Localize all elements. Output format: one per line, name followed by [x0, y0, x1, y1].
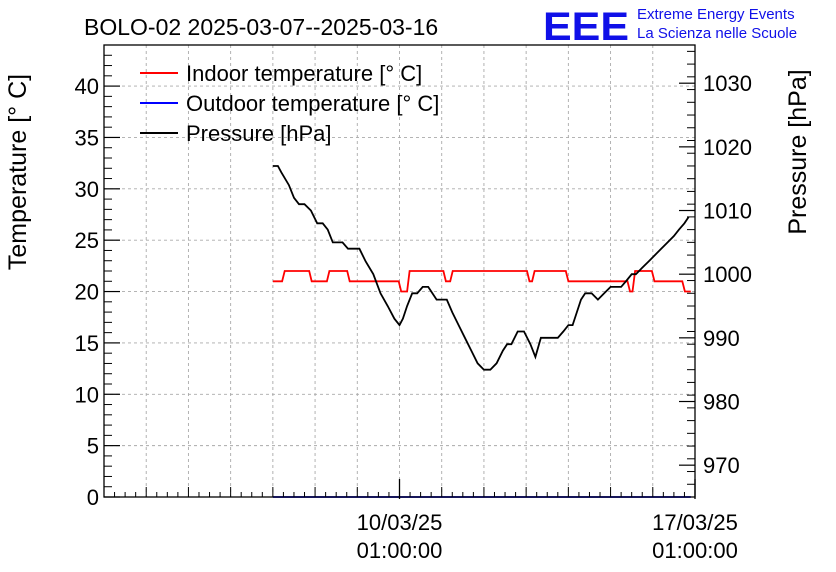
x-tick-label-date: 10/03/25: [357, 510, 443, 535]
left-tick-label: 40: [75, 74, 99, 99]
right-tick-label: 1010: [703, 199, 752, 224]
chart-title: BOLO-02 2025-03-07--2025-03-16: [84, 14, 438, 40]
grid-lines: [104, 45, 695, 497]
logo-mark: EEE: [543, 5, 629, 49]
legend: Indoor temperature [° C] Outdoor temperat…: [140, 61, 439, 146]
right-tick-label: 1000: [703, 262, 752, 287]
right-tick-label: 1030: [703, 71, 752, 96]
left-tick-label: 5: [87, 434, 99, 459]
left-tick-label: 30: [75, 177, 99, 202]
left-tick-label: 35: [75, 125, 99, 150]
right-tick-label: 980: [703, 390, 740, 415]
series-layer: [272, 165, 691, 498]
legend-label: Outdoor temperature [° C]: [186, 91, 439, 116]
y-axis-label-left: Temperature [° C]: [4, 74, 32, 270]
x-tick-label-time: 01:00:00: [652, 538, 738, 563]
legend-label: Indoor temperature [° C]: [186, 61, 422, 86]
series-line-indoor-temperature-c: [272, 270, 691, 293]
left-tick-label: 25: [75, 228, 99, 253]
logo-line-2: La Scienza nelle Scuole: [637, 25, 797, 42]
y-axis-label-right: Pressure [hPa]: [784, 69, 812, 234]
eee-logo: EEE Extreme Energy Events La Scienza nel…: [543, 5, 797, 49]
x-tick-label-date: 17/03/25: [652, 510, 738, 535]
left-tick-label: 20: [75, 280, 99, 305]
x-tick-label-time: 01:00:00: [357, 538, 443, 563]
left-tick-label: 15: [75, 331, 99, 356]
legend-label: Pressure [hPa]: [186, 121, 332, 146]
series-line-pressure-hpa: [272, 165, 690, 371]
left-tick-label: 0: [87, 485, 99, 510]
right-tick-label: 1020: [703, 135, 752, 160]
logo-line-1: Extreme Energy Events: [637, 6, 795, 23]
axes: 0 5 10 15 20 25 30 35 40 970 980 990 1000 1010 1020 103…: [75, 50, 752, 563]
right-tick-label: 970: [703, 453, 740, 478]
left-tick-label: 10: [75, 382, 99, 407]
right-tick-label: 990: [703, 326, 740, 351]
